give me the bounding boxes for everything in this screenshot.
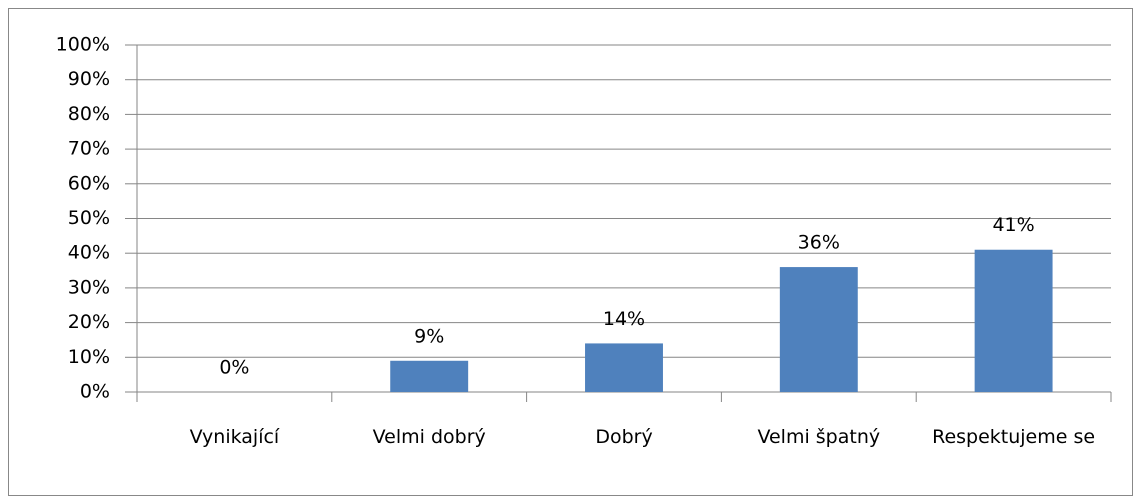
- data-label: 0%: [219, 357, 249, 379]
- data-label: 14%: [603, 308, 645, 330]
- y-tick-label: 60%: [68, 172, 110, 194]
- x-tick-label: Velmi špatný: [757, 426, 881, 448]
- y-tick-label: 80%: [68, 103, 110, 125]
- bar: [974, 249, 1053, 392]
- y-tick-label: 30%: [68, 276, 110, 298]
- x-tick-label: Dobrý: [595, 426, 653, 448]
- y-tick-label: 10%: [68, 346, 110, 368]
- y-tick-label: 100%: [56, 34, 110, 56]
- y-tick-label: 70%: [68, 138, 110, 160]
- y-tick-label: 90%: [68, 68, 110, 90]
- x-tick-label: Velmi dobrý: [372, 426, 486, 448]
- bar: [585, 343, 663, 392]
- data-label: 41%: [992, 214, 1034, 236]
- data-label: 9%: [414, 325, 444, 347]
- chart-frame: [8, 8, 1133, 496]
- y-tick-label: 0%: [80, 381, 110, 403]
- bar: [390, 360, 469, 392]
- bar: [779, 267, 858, 392]
- x-tick-label: Vynikající: [189, 426, 280, 448]
- y-tick-label: 20%: [68, 311, 110, 333]
- x-tick-label: Respektujeme se: [932, 426, 1096, 448]
- y-tick-label: 40%: [68, 242, 110, 264]
- y-tick-label: 50%: [68, 207, 110, 229]
- data-label: 36%: [798, 232, 840, 254]
